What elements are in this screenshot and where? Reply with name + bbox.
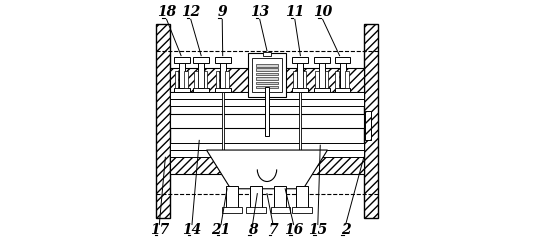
- Bar: [299, 92, 301, 157]
- Bar: [215, 57, 231, 63]
- Text: 12: 12: [181, 5, 200, 19]
- Bar: [170, 92, 364, 99]
- Bar: [170, 150, 364, 174]
- Bar: [303, 71, 307, 88]
- Bar: [319, 60, 325, 90]
- Bar: [203, 71, 207, 88]
- Bar: [315, 71, 319, 88]
- Bar: [194, 71, 198, 88]
- Bar: [256, 73, 278, 75]
- Text: 21: 21: [211, 223, 231, 237]
- Text: 7: 7: [268, 223, 278, 237]
- Text: 9: 9: [217, 5, 227, 19]
- Text: 2: 2: [341, 223, 350, 237]
- Bar: [175, 71, 178, 88]
- Text: 18: 18: [157, 5, 176, 19]
- Bar: [250, 186, 262, 208]
- Bar: [170, 99, 364, 106]
- Bar: [193, 57, 209, 63]
- Bar: [293, 71, 297, 88]
- Bar: [193, 88, 209, 92]
- Bar: [335, 88, 350, 92]
- Bar: [174, 88, 190, 92]
- Bar: [256, 77, 278, 80]
- Bar: [263, 52, 271, 56]
- Text: 16: 16: [284, 223, 303, 237]
- Text: 11: 11: [285, 5, 304, 19]
- Bar: [170, 143, 364, 150]
- Bar: [314, 57, 330, 63]
- Bar: [253, 58, 281, 92]
- Bar: [174, 57, 190, 63]
- Bar: [293, 207, 312, 213]
- Bar: [215, 88, 231, 92]
- Bar: [170, 114, 364, 128]
- Bar: [256, 86, 278, 88]
- Bar: [335, 71, 339, 88]
- Bar: [216, 71, 219, 88]
- Bar: [179, 60, 185, 90]
- Bar: [198, 60, 204, 90]
- Text: 14: 14: [182, 223, 202, 237]
- Bar: [365, 111, 371, 140]
- Bar: [293, 88, 308, 92]
- Bar: [248, 53, 286, 97]
- Text: 8: 8: [248, 223, 257, 237]
- Polygon shape: [207, 150, 327, 189]
- Bar: [225, 71, 229, 88]
- Text: 15: 15: [308, 223, 327, 237]
- Bar: [220, 60, 226, 90]
- Bar: [156, 24, 170, 218]
- Bar: [274, 186, 286, 208]
- Bar: [335, 57, 350, 63]
- Bar: [226, 186, 238, 208]
- Text: 10: 10: [313, 5, 332, 19]
- Bar: [293, 57, 308, 63]
- Bar: [271, 207, 290, 213]
- Bar: [345, 71, 349, 88]
- Bar: [246, 207, 266, 213]
- Bar: [256, 82, 278, 84]
- Bar: [340, 60, 345, 90]
- Bar: [325, 71, 328, 88]
- Bar: [297, 60, 303, 90]
- Bar: [184, 71, 188, 88]
- Text: 13: 13: [250, 5, 269, 19]
- Bar: [314, 88, 330, 92]
- Bar: [364, 24, 378, 218]
- Bar: [222, 92, 224, 157]
- Bar: [170, 68, 364, 92]
- Bar: [170, 150, 364, 157]
- Bar: [256, 64, 278, 67]
- Bar: [264, 87, 270, 136]
- Bar: [296, 186, 308, 208]
- Bar: [256, 68, 278, 71]
- Bar: [222, 207, 241, 213]
- Text: 17: 17: [150, 223, 169, 237]
